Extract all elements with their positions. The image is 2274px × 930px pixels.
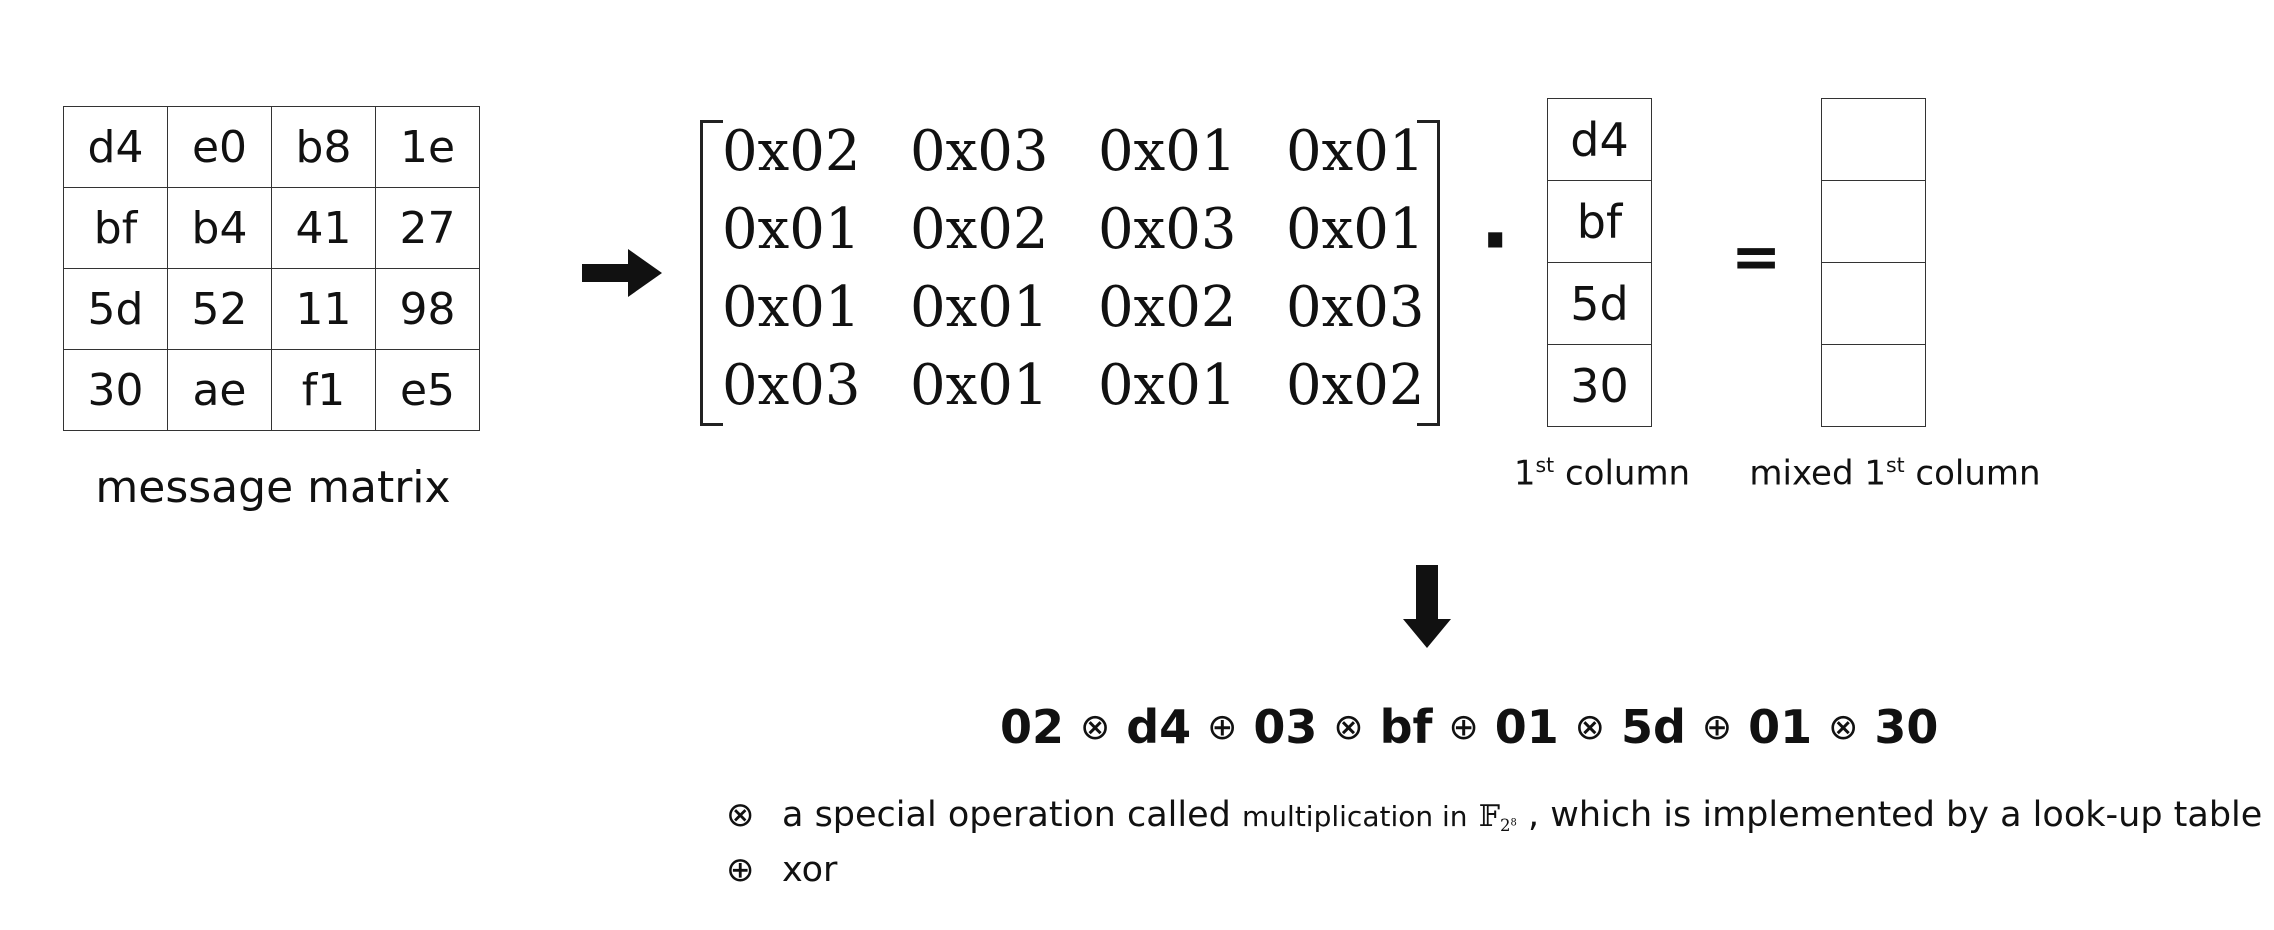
coef-cell: 0x01 [722, 275, 861, 340]
coef-cell: 0x01 [1286, 197, 1425, 262]
message-matrix: d4 e0 b8 1e bf b4 41 27 5d 52 11 98 30 a… [63, 106, 480, 431]
message-matrix-label: message matrix [95, 462, 451, 513]
message-cell: e5 [375, 349, 480, 431]
column-vector: d4 bf 5d 30 [1547, 98, 1652, 427]
field-exponent: 8 [1510, 817, 1517, 829]
mixed-label-rest: column [1904, 453, 2041, 494]
formula-term: 03 [1253, 700, 1318, 754]
legend-multiply-text-a: a special operation called [782, 795, 1231, 835]
mixed-label-sup: st [1886, 453, 1905, 477]
field-letter: 𝔽 [1478, 799, 1500, 834]
coef-cell: 0x01 [1286, 119, 1425, 184]
legend-xor-text: xor [782, 850, 838, 890]
mixed-column-vector [1821, 98, 1926, 427]
message-cell: 27 [375, 187, 480, 269]
message-cell: 5d [63, 268, 168, 350]
mixed-label-pre: mixed 1 [1749, 453, 1886, 494]
right-arrow-icon [582, 249, 662, 297]
formula-term: 30 [1874, 700, 1939, 754]
coef-cell: 0x03 [722, 353, 861, 418]
column-cell: d4 [1547, 98, 1652, 181]
message-row: 5d 52 11 98 [63, 268, 480, 350]
message-row: bf b4 41 27 [63, 187, 480, 269]
message-cell: b8 [271, 106, 376, 188]
gf-multiply-icon: ⊗ [1333, 707, 1364, 748]
mixed-cell [1821, 344, 1926, 427]
coef-cell: 0x03 [1098, 197, 1237, 262]
formula-term: bf [1379, 700, 1433, 754]
message-cell: 98 [375, 268, 480, 350]
mixed-cell [1821, 262, 1926, 345]
message-row: 30 ae f1 e5 [63, 349, 480, 431]
coef-cell: 0x01 [1098, 353, 1237, 418]
xor-icon: ⊕ [1701, 707, 1733, 748]
column-cell: 5d [1547, 262, 1652, 345]
down-arrow-icon [1403, 565, 1451, 648]
coef-cell: 0x01 [910, 275, 1049, 340]
mixing-formula: 02 ⊗ d4 ⊕ 03 ⊗ bf ⊕ 01 ⊗ 5d ⊕ 01 ⊗ 30 [1000, 700, 1938, 754]
formula-term: 01 [1494, 700, 1559, 754]
formula-term: 02 [1000, 700, 1065, 754]
column-label-sup: st [1535, 453, 1555, 477]
xor-icon: ⊕ [1207, 707, 1238, 748]
column-cell: bf [1547, 180, 1652, 263]
coef-cell: 0x03 [1286, 275, 1425, 340]
finite-field-symbol: 𝔽28 [1478, 799, 1517, 835]
column-vector-label: 1st column [1512, 453, 1692, 494]
mixed-column-label: mixed 1st column [1745, 453, 2045, 494]
formula-term: d4 [1126, 700, 1192, 754]
coef-cell: 0x03 [910, 119, 1049, 184]
equals-operator: = [1731, 222, 1782, 292]
xor-icon: ⊕ [1448, 707, 1479, 748]
legend-multiply-text-b: multiplication in [1242, 800, 1468, 833]
column-cell: 30 [1547, 344, 1652, 427]
right-bracket [1417, 120, 1440, 426]
message-cell: b4 [167, 187, 272, 269]
coefficient-matrix: 0x02 0x03 0x01 0x01 0x01 0x02 0x03 0x01 … [700, 120, 1440, 426]
left-bracket [700, 120, 723, 426]
coef-cell: 0x02 [1098, 275, 1237, 340]
message-cell: 52 [167, 268, 272, 350]
formula-term: 01 [1748, 700, 1813, 754]
message-cell: e0 [167, 106, 272, 188]
message-cell: 11 [271, 268, 376, 350]
mixed-cell [1821, 180, 1926, 263]
column-label-rest: column [1554, 453, 1691, 494]
formula-term: 5d [1620, 700, 1686, 754]
coef-cell: 0x01 [910, 353, 1049, 418]
legend-xor: ⊕ xor [726, 850, 837, 890]
gf-multiply-icon: ⊗ [1574, 707, 1605, 748]
coef-cell: 0x01 [722, 197, 861, 262]
message-cell: 30 [63, 349, 168, 431]
legend-multiply: ⊗ a special operation called multiplicati… [726, 795, 2262, 835]
message-cell: ae [167, 349, 272, 431]
coef-cell: 0x02 [722, 119, 861, 184]
gf-multiply-icon: ⊗ [1828, 707, 1859, 748]
dot-operator: · [1480, 194, 1511, 287]
message-cell: d4 [63, 106, 168, 188]
legend-multiply-text-c: , which is implemented by a look-up tabl… [1527, 795, 2263, 835]
mixed-cell [1821, 98, 1926, 181]
coef-cell: 0x02 [1286, 353, 1425, 418]
coef-cell: 0x02 [910, 197, 1049, 262]
field-base: 28 [1500, 816, 1517, 835]
coef-cell: 0x01 [1098, 119, 1237, 184]
gf-multiply-icon: ⊗ [1080, 707, 1111, 748]
xor-icon: ⊕ [726, 850, 755, 890]
column-label-num: 1 [1513, 453, 1536, 494]
gf-multiply-icon: ⊗ [726, 795, 755, 835]
field-base-value: 2 [1500, 815, 1511, 835]
